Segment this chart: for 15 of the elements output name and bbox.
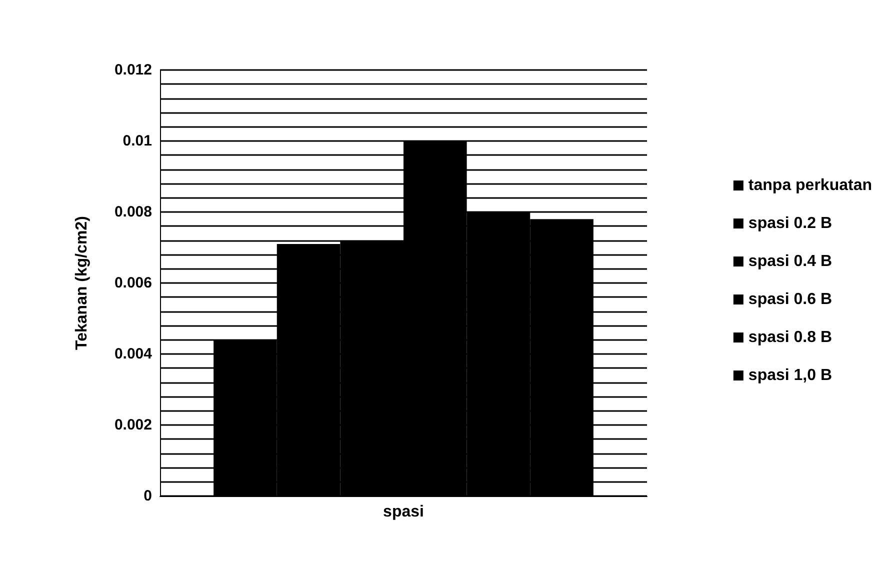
y-axis-title: Tekanan (kg/cm2): [74, 216, 90, 350]
legend-label: spasi 0.4 B: [748, 253, 832, 270]
legend-label: tanpa perkuatan: [748, 177, 872, 194]
y-tick-label: 0.004: [114, 346, 153, 362]
legend-label: spasi 0.8 B: [748, 329, 832, 346]
y-tick-label: 0.012: [114, 62, 152, 78]
y-tick-label: 0.008: [114, 204, 152, 220]
x-tick-label: spasi: [383, 504, 424, 520]
legend-label: spasi 0.2 B: [748, 215, 832, 232]
y-tick-label: 0.002: [114, 416, 152, 434]
legend-label: spasi 0.6 B: [748, 291, 832, 308]
y-tick-label: 0.006: [114, 274, 152, 292]
y-tick-label: 0: [144, 488, 152, 504]
legend-label: spasi 1,0 B: [748, 367, 832, 384]
y-tick-label: 0.01: [122, 132, 152, 150]
